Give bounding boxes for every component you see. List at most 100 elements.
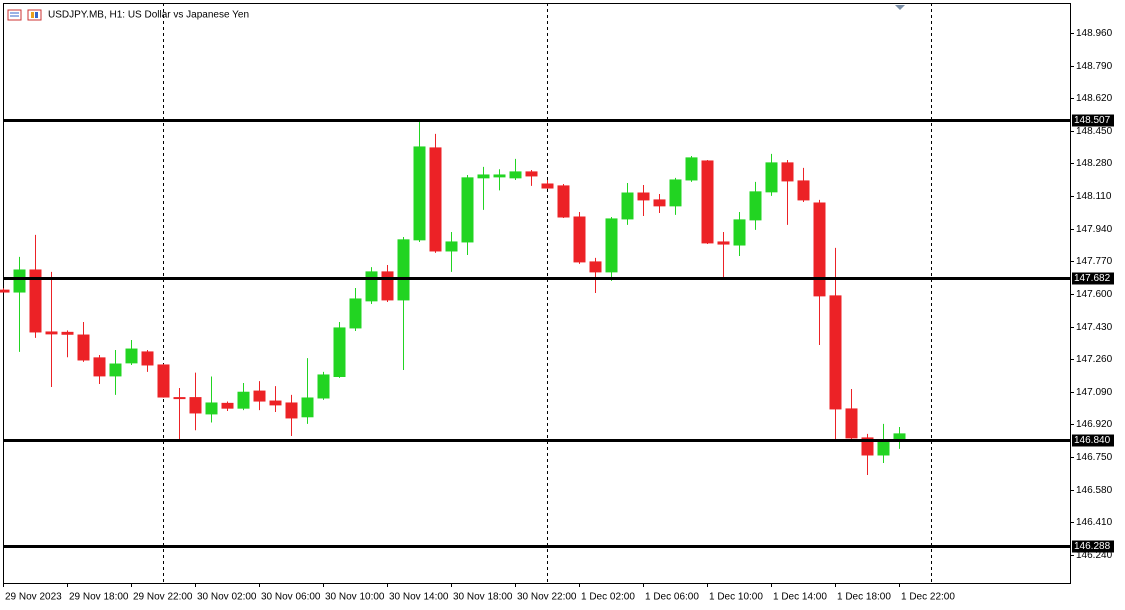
x-tick-label: 30 Nov 14:00 <box>389 592 449 603</box>
x-tick-label: 1 Dec 18:00 <box>837 592 891 603</box>
y-tick-label: 146.410 <box>1076 517 1113 528</box>
candle-body <box>893 433 906 441</box>
candle-body <box>125 348 138 364</box>
x-tick-label: 30 Nov 18:00 <box>453 592 513 603</box>
icon <box>27 9 42 21</box>
candle-body <box>365 271 378 302</box>
candle-body <box>621 192 634 220</box>
candle-body <box>381 271 394 301</box>
candle-body <box>733 219 746 246</box>
candle-body <box>557 185 570 218</box>
candle-body <box>237 391 250 409</box>
candle-body <box>429 147 442 252</box>
x-tick-label: 30 Nov 10:00 <box>325 592 385 603</box>
x-tick-label: 1 Dec 22:00 <box>901 592 955 603</box>
level-label: 148.507 <box>1074 115 1111 126</box>
y-tick-label: 147.770 <box>1076 256 1113 267</box>
candle-body <box>813 202 826 297</box>
y-tick-label: 147.600 <box>1076 289 1113 300</box>
candle-body <box>605 218 618 273</box>
level-label: 147.682 <box>1074 273 1111 284</box>
candle-body <box>669 179 682 207</box>
candle-body <box>349 298 362 329</box>
candle-body <box>509 171 522 179</box>
y-tick-label: 148.790 <box>1076 61 1113 72</box>
x-tick-label: 30 Nov 22:00 <box>517 592 577 603</box>
candle-body <box>477 174 490 179</box>
candle-body <box>29 269 42 333</box>
y-tick-label: 147.430 <box>1076 322 1113 333</box>
y-tick-label: 147.260 <box>1076 354 1113 365</box>
x-tick-label: 29 Nov 22:00 <box>133 592 193 603</box>
candle-body <box>797 180 810 201</box>
chart-title: USDJPY.MB, H1: US Dollar vs Japanese Yen <box>48 10 249 21</box>
x-tick-label: 30 Nov 06:00 <box>261 592 321 603</box>
icon <box>35 12 38 18</box>
icon <box>31 12 34 18</box>
y-tick-label: 146.920 <box>1076 419 1113 430</box>
y-tick-label: 147.090 <box>1076 387 1113 398</box>
candle-body <box>77 334 90 361</box>
y-tick-label: 146.240 <box>1076 550 1113 561</box>
candle-body <box>541 183 554 189</box>
candle-body <box>285 402 298 419</box>
candle-body <box>765 162 778 193</box>
candle-body <box>877 439 890 456</box>
candle-body <box>717 241 730 245</box>
candle-body <box>205 402 218 415</box>
shift-marker <box>895 5 905 10</box>
symbol-icons <box>7 9 42 21</box>
x-tick-label: 1 Dec 02:00 <box>581 592 635 603</box>
x-tick-label: 29 Nov 2023 <box>5 592 62 603</box>
candle-body <box>301 397 314 418</box>
candle-body <box>189 397 202 414</box>
y-tick-label: 148.110 <box>1076 191 1112 202</box>
candle-body <box>861 437 874 456</box>
y-tick-label: 146.580 <box>1076 485 1113 496</box>
candle-body <box>0 289 10 293</box>
level-label: 146.288 <box>1074 541 1111 552</box>
candle-body <box>637 192 650 201</box>
x-tick-label: 1 Dec 06:00 <box>645 592 699 603</box>
y-tick-label: 148.280 <box>1076 158 1113 169</box>
icon <box>7 9 22 21</box>
candle-body <box>45 331 58 335</box>
candle-body <box>141 351 154 366</box>
candle-body <box>253 390 266 402</box>
candle-body <box>493 174 506 178</box>
x-tick-label: 29 Nov 18:00 <box>69 592 129 603</box>
candle-body <box>221 402 234 409</box>
candle-body <box>845 408 858 439</box>
candle-body <box>61 331 74 335</box>
candle-body <box>525 171 538 177</box>
candle-body <box>109 363 122 377</box>
candle-body <box>589 261 602 273</box>
y-tick-label: 148.450 <box>1076 126 1113 137</box>
candle-body <box>317 374 330 399</box>
level-label: 146.840 <box>1074 435 1111 446</box>
candle-body <box>781 162 794 182</box>
x-tick-label: 30 Nov 02:00 <box>197 592 257 603</box>
candle-body <box>445 241 458 252</box>
candle-body <box>157 364 170 398</box>
candle-body <box>13 269 26 293</box>
candle-body <box>269 400 282 406</box>
level-tag <box>1072 434 1114 447</box>
y-tick-label: 146.750 <box>1076 452 1113 463</box>
y-tick-label: 147.940 <box>1076 224 1113 235</box>
level-tag <box>1072 272 1114 285</box>
candle-body <box>829 295 842 410</box>
y-tick-label: 148.960 <box>1076 28 1113 39</box>
candle-body <box>749 191 762 221</box>
candle-body <box>685 157 698 181</box>
candle-body <box>701 160 714 244</box>
candle-body <box>413 146 426 241</box>
candle-body <box>573 216 586 263</box>
candle-body <box>333 327 346 377</box>
candle-body <box>653 199 666 207</box>
y-tick-label: 148.620 <box>1076 93 1113 104</box>
x-tick-label: 1 Dec 10:00 <box>709 592 763 603</box>
candle-body <box>93 357 106 377</box>
